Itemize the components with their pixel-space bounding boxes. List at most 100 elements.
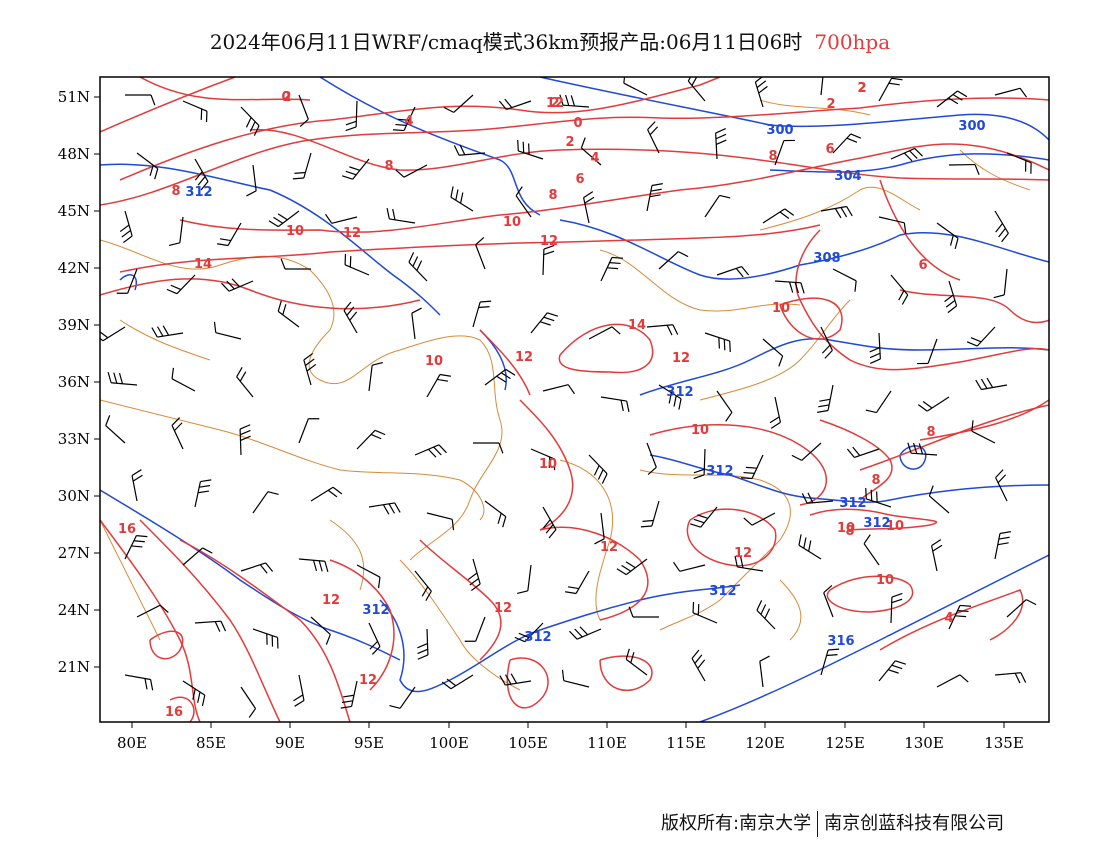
wind-barb xyxy=(580,137,602,166)
wind-barb xyxy=(975,377,1008,391)
pressure-level-label: 700hpa xyxy=(814,30,891,54)
wind-barb xyxy=(966,326,996,347)
temperature-contour xyxy=(169,696,195,722)
wind-barb xyxy=(890,592,903,624)
height-contour xyxy=(769,153,1049,173)
wind-barb xyxy=(389,686,416,709)
wind-barb xyxy=(395,164,428,178)
wind-barb xyxy=(878,216,907,234)
boundary-line xyxy=(779,579,802,641)
wind-barb xyxy=(131,469,143,502)
wind-barb xyxy=(443,94,474,113)
y-tick-label: 39N xyxy=(58,316,90,334)
wind-barb xyxy=(136,152,159,180)
height-label: 312 xyxy=(524,630,551,645)
copyright-text: 版权所有:南京大学 xyxy=(661,813,812,834)
wind-barb xyxy=(769,396,781,429)
wind-barb xyxy=(936,674,969,688)
boundary-line xyxy=(699,299,851,401)
wind-barb xyxy=(171,367,196,392)
wind-barb xyxy=(754,77,768,108)
temperature-contour xyxy=(100,97,1049,206)
temperature-contour xyxy=(100,77,236,133)
x-tick-label: 125E xyxy=(825,734,865,752)
wind-barb xyxy=(820,205,853,219)
x-tick-label: 115E xyxy=(666,734,706,752)
x-tick-label: 135E xyxy=(984,734,1024,752)
boundary-line xyxy=(759,186,921,231)
wind-barb xyxy=(236,366,254,398)
height-label: 312 xyxy=(362,603,389,618)
temperature-label: 12 xyxy=(600,540,618,555)
wind-barb xyxy=(530,448,556,471)
wind-barb xyxy=(450,186,474,212)
wind-barb xyxy=(310,486,343,502)
temperature-label: 12 xyxy=(546,96,564,111)
boundary-line xyxy=(100,239,503,561)
wind-barb xyxy=(426,373,451,398)
wind-barb xyxy=(863,534,880,566)
wind-barb xyxy=(600,256,624,282)
temperature-contour xyxy=(919,399,1049,441)
boundary-line xyxy=(559,459,614,621)
x-tick-label: 85E xyxy=(196,734,226,752)
wind-barb xyxy=(628,606,659,618)
wind-barb xyxy=(594,512,605,545)
temperature-contour xyxy=(795,229,1049,371)
temperature-contour xyxy=(819,419,893,501)
wind-barb xyxy=(542,384,575,395)
boundary-line xyxy=(599,249,801,312)
wind-barb xyxy=(125,94,156,106)
temperature-label: 12 xyxy=(540,234,558,249)
wind-barb xyxy=(994,531,1011,560)
temperature-label: 2 xyxy=(565,135,574,150)
wind-barb xyxy=(692,601,718,624)
height-contour xyxy=(649,454,1049,503)
wind-barb xyxy=(561,669,590,688)
temperature-label: 4 xyxy=(404,114,413,129)
wind-barb xyxy=(673,561,706,572)
wind-barb xyxy=(995,469,1008,502)
wind-barb xyxy=(658,384,682,410)
height-label: 308 xyxy=(813,251,840,266)
wind-barb xyxy=(907,442,938,456)
temperature-label: 10 xyxy=(425,354,443,369)
wind-barb xyxy=(994,210,1009,243)
wind-barb xyxy=(542,244,555,276)
temperature-contour xyxy=(519,399,574,531)
height-contour xyxy=(699,554,1049,722)
title-text: 2024年06月11日WRF/cmaq模式36km预报产品:06月11日06时 xyxy=(209,30,803,54)
wind-barb xyxy=(344,253,370,276)
wind-barb xyxy=(600,396,630,412)
wind-barb xyxy=(936,222,959,250)
wind-barb xyxy=(798,534,822,560)
temperature-contour xyxy=(179,143,1049,233)
temperature-label: 2 xyxy=(826,97,835,112)
wind-barb xyxy=(119,210,133,244)
boundary-line xyxy=(329,519,365,591)
wind-barb xyxy=(499,673,532,686)
temperature-contour xyxy=(779,297,843,340)
wind-barb xyxy=(646,183,663,212)
x-tick-label: 105E xyxy=(508,734,548,752)
temperature-contour xyxy=(119,77,721,181)
wind-barb xyxy=(801,492,834,504)
temperature-label: 12 xyxy=(343,226,361,241)
temperature-contours xyxy=(100,77,1049,722)
height-contour xyxy=(639,337,1049,396)
wind-barb xyxy=(1006,599,1037,618)
temperature-label: 8 xyxy=(384,159,393,174)
wind-barb xyxy=(342,158,370,180)
wind-barb xyxy=(931,539,943,572)
temperature-label: 0 xyxy=(573,116,582,131)
wind-barb xyxy=(762,208,795,224)
wind-barb xyxy=(774,139,795,166)
wind-barb xyxy=(368,361,383,392)
wind-barb xyxy=(542,506,557,539)
temperature-label: 14 xyxy=(628,318,646,333)
wind-barb xyxy=(865,487,892,508)
wind-barb xyxy=(392,106,416,132)
temperature-contour xyxy=(859,404,1049,471)
wind-barbs xyxy=(100,77,1037,718)
